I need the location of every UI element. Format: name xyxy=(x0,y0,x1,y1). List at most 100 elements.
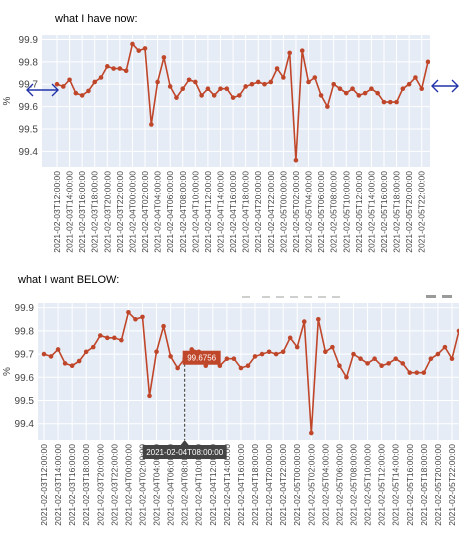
data-point[interactable] xyxy=(337,86,343,91)
data-point[interactable] xyxy=(86,88,91,94)
data-point[interactable] xyxy=(386,361,391,366)
data-point[interactable] xyxy=(41,351,47,357)
data-point[interactable] xyxy=(238,365,244,371)
data-point[interactable] xyxy=(105,64,110,69)
data-point[interactable] xyxy=(123,68,129,74)
data-point[interactable] xyxy=(301,319,307,324)
data-point[interactable] xyxy=(394,99,399,105)
data-point[interactable] xyxy=(147,393,152,399)
data-point[interactable] xyxy=(449,356,455,362)
data-point[interactable] xyxy=(362,90,368,96)
data-point[interactable] xyxy=(337,363,342,368)
data-point[interactable] xyxy=(365,361,370,366)
data-point[interactable] xyxy=(211,93,217,98)
data-point[interactable] xyxy=(67,77,72,83)
data-point[interactable] xyxy=(112,335,117,341)
data-point[interactable] xyxy=(400,86,406,91)
data-point[interactable] xyxy=(325,104,330,109)
data-point[interactable] xyxy=(243,84,248,89)
data-point[interactable] xyxy=(281,75,286,80)
data-point[interactable] xyxy=(316,316,321,322)
data-point[interactable] xyxy=(133,316,138,322)
data-point[interactable] xyxy=(161,323,166,329)
modebar[interactable] xyxy=(242,295,452,298)
data-point[interactable] xyxy=(287,50,292,56)
data-point[interactable] xyxy=(117,66,123,71)
data-point[interactable] xyxy=(231,356,237,362)
data-point[interactable] xyxy=(358,356,363,362)
data-point[interactable] xyxy=(230,95,236,100)
data-point[interactable] xyxy=(155,79,160,85)
data-point[interactable] xyxy=(331,81,336,87)
data-point[interactable] xyxy=(287,335,293,341)
data-point[interactable] xyxy=(293,157,299,163)
data-point[interactable] xyxy=(381,99,387,105)
data-point[interactable] xyxy=(54,81,60,87)
data-point[interactable] xyxy=(323,349,328,355)
data-point[interactable] xyxy=(400,361,406,366)
data-point[interactable] xyxy=(79,93,85,98)
data-point[interactable] xyxy=(90,344,96,350)
data-point[interactable] xyxy=(62,361,68,366)
data-point[interactable] xyxy=(237,93,242,98)
data-point[interactable] xyxy=(199,93,204,98)
data-point[interactable] xyxy=(189,347,195,352)
data-point[interactable] xyxy=(372,356,377,362)
data-point[interactable] xyxy=(350,86,355,91)
data-point[interactable] xyxy=(119,337,124,343)
data-point[interactable] xyxy=(174,95,179,100)
data-point[interactable] xyxy=(126,309,131,315)
data-point[interactable] xyxy=(343,90,349,96)
data-point[interactable] xyxy=(414,370,420,375)
data-point[interactable] xyxy=(167,84,173,89)
data-point[interactable] xyxy=(252,354,258,359)
data-point[interactable] xyxy=(330,344,335,350)
data-point[interactable] xyxy=(92,79,98,85)
data-point[interactable] xyxy=(140,314,145,320)
data-point[interactable] xyxy=(428,356,434,362)
data-point[interactable] xyxy=(425,59,431,65)
data-point[interactable] xyxy=(224,356,230,362)
data-point[interactable] xyxy=(406,81,412,87)
data-point[interactable] xyxy=(318,93,324,98)
data-point[interactable] xyxy=(218,86,223,91)
data-point[interactable] xyxy=(130,41,135,47)
data-point[interactable] xyxy=(421,370,427,375)
data-point[interactable] xyxy=(259,351,265,357)
data-point[interactable] xyxy=(419,86,425,91)
data-point[interactable] xyxy=(456,328,462,334)
data-point[interactable] xyxy=(299,48,305,53)
data-point[interactable] xyxy=(356,93,362,98)
data-point[interactable] xyxy=(442,344,448,350)
data-point[interactable] xyxy=(149,122,154,127)
data-point[interactable] xyxy=(97,333,103,338)
data-point[interactable] xyxy=(351,351,356,357)
data-point[interactable] xyxy=(168,354,173,359)
data-point[interactable] xyxy=(193,79,198,85)
data-point[interactable] xyxy=(224,86,230,91)
data-point[interactable] xyxy=(387,99,393,105)
data-point[interactable] xyxy=(175,365,180,371)
data-point[interactable] xyxy=(60,84,66,89)
data-point[interactable] xyxy=(375,90,380,96)
data-point[interactable] xyxy=(280,349,286,355)
data-point[interactable] xyxy=(407,370,413,375)
data-point[interactable] xyxy=(393,356,398,362)
data-point[interactable] xyxy=(435,351,441,357)
data-point[interactable] xyxy=(55,347,61,352)
data-point[interactable] xyxy=(111,66,116,71)
data-point[interactable] xyxy=(274,66,280,71)
data-point[interactable] xyxy=(312,75,318,80)
data-point[interactable] xyxy=(161,55,167,60)
data-point[interactable] xyxy=(98,75,104,80)
data-point[interactable] xyxy=(136,48,142,53)
data-point[interactable] xyxy=(154,349,159,355)
data-point[interactable] xyxy=(262,81,267,87)
data-point[interactable] xyxy=(186,77,192,83)
data-point[interactable] xyxy=(413,75,418,80)
data-point[interactable] xyxy=(73,90,79,96)
data-point[interactable] xyxy=(294,344,300,350)
data-point[interactable] xyxy=(266,349,272,355)
data-point[interactable] xyxy=(180,86,186,91)
data-point[interactable] xyxy=(105,335,110,341)
